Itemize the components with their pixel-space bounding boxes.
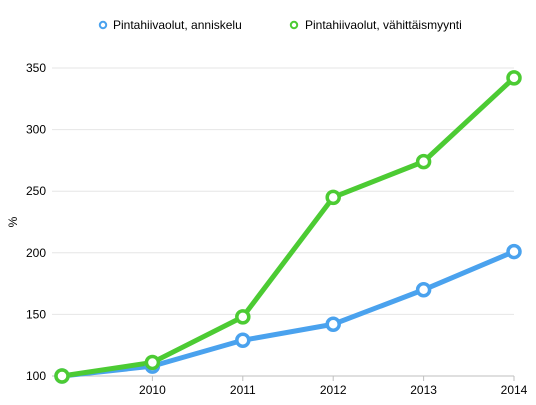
data-point-series-1 bbox=[325, 316, 341, 333]
x-tick-label: 2011 bbox=[230, 383, 256, 397]
x-tick-label: 2013 bbox=[410, 383, 437, 397]
data-point-series-1 bbox=[506, 243, 522, 260]
series-line-1 bbox=[59, 249, 517, 379]
y-tick-label: 150 bbox=[26, 307, 46, 321]
y-axis-title: % bbox=[6, 216, 20, 227]
data-point-series-2 bbox=[415, 153, 432, 170]
data-point-series-1 bbox=[235, 332, 251, 349]
series-group bbox=[54, 70, 522, 384]
series-line-2 bbox=[59, 75, 517, 379]
data-point-series-2 bbox=[506, 70, 522, 86]
data-point-series-2 bbox=[325, 189, 341, 206]
legend-label-1: Pintahiivaolut, anniskelu bbox=[113, 18, 242, 32]
y-tick-label: 350 bbox=[26, 61, 46, 75]
gridlines bbox=[52, 67, 514, 377]
y-tick-label: 200 bbox=[26, 246, 46, 260]
x-tick-label: 2014 bbox=[501, 383, 528, 397]
data-point-series-1 bbox=[415, 282, 432, 298]
y-tick-label: 100 bbox=[26, 369, 46, 383]
data-point-series-2 bbox=[54, 368, 70, 384]
data-point-series-2 bbox=[235, 309, 251, 325]
legend: Pintahiivaolut, anniskelu Pintahiivaolut,… bbox=[98, 18, 462, 32]
x-tick-label: 2012 bbox=[320, 383, 347, 397]
axes: % bbox=[6, 216, 514, 377]
y-axis-ticks: 100 150 200 250 300 350 bbox=[26, 61, 46, 383]
legend-label-2: Pintahiivaolut, vähittäismyynti bbox=[305, 18, 462, 32]
legend-marker-2 bbox=[289, 20, 299, 30]
y-tick-label: 250 bbox=[26, 184, 46, 198]
legend-marker-1 bbox=[98, 20, 108, 30]
x-tick-label: 2010 bbox=[139, 383, 166, 397]
data-point-series-2 bbox=[144, 354, 161, 371]
x-axis-ticks: 2010 2011 2012 2013 2014 bbox=[139, 376, 528, 397]
y-tick-label: 300 bbox=[26, 123, 46, 137]
